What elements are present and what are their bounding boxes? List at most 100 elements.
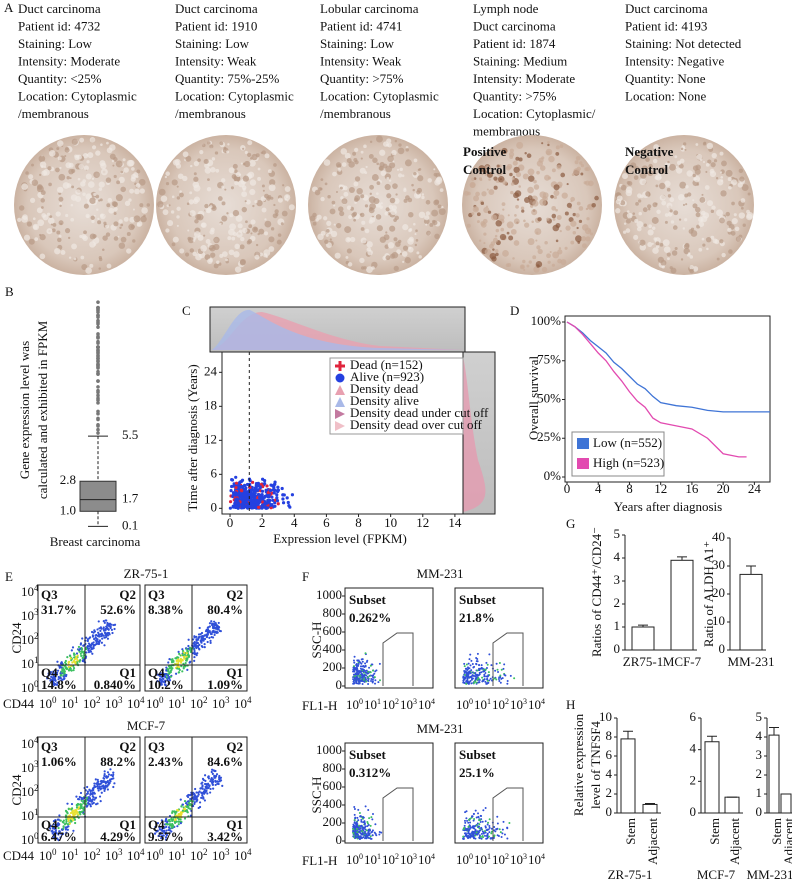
scatter-texture [250, 492, 253, 495]
flow-texture [189, 800, 191, 802]
x-axis-title: Breast carcinoma [50, 534, 141, 549]
scatter-texture [230, 485, 233, 488]
tick-exponent: 4 [541, 852, 545, 861]
tick-label: 104 [127, 847, 145, 863]
tissue-texture [576, 156, 581, 161]
tissue-texture [627, 181, 631, 185]
flow-texture [357, 679, 359, 681]
flow-texture [486, 678, 488, 680]
tick-label: 100 [21, 679, 39, 695]
y-tick-label: 0 [690, 804, 697, 819]
tissue-texture [116, 180, 120, 184]
flow-texture [73, 667, 75, 669]
flow-texture [475, 677, 477, 679]
tissue-texture [120, 187, 126, 193]
tissue-texture [389, 179, 391, 181]
tissue-texture [526, 264, 529, 267]
tissue-texture [615, 208, 620, 213]
tissue-texture [701, 194, 703, 196]
tissue-texture [116, 194, 123, 201]
tissue-texture [684, 218, 687, 221]
scatter-texture [244, 491, 247, 494]
flow-texture [188, 639, 190, 641]
tissue-texture [434, 234, 439, 239]
scatter-texture [252, 503, 255, 506]
tick-label: 104 [234, 695, 252, 711]
flow-texture [481, 668, 483, 670]
flow-texture [180, 660, 182, 662]
flow-texture [212, 784, 214, 786]
tissue-texture [72, 139, 78, 145]
tissue-texture [731, 202, 735, 206]
tissue-texture [538, 249, 543, 254]
y-tick-label: 2 [690, 772, 697, 787]
flow-texture [64, 823, 66, 825]
tissue-texture [535, 240, 537, 242]
flow-texture [193, 660, 195, 662]
tissue-texture [516, 142, 523, 149]
flow-texture [478, 830, 480, 832]
tissue-texture [134, 215, 141, 222]
tissue-texture [89, 241, 95, 247]
flow-texture [98, 633, 100, 635]
tissue-texture [495, 249, 499, 253]
tissue-texture [165, 171, 170, 176]
tissue-texture [633, 235, 638, 240]
error-bar [746, 566, 756, 574]
flow-texture [361, 658, 363, 660]
tissue-texture [539, 199, 546, 206]
y-tick-label: 3 [756, 747, 763, 762]
flow-texture [90, 805, 92, 807]
flow-texture [218, 622, 220, 624]
tissue-texture [89, 197, 96, 204]
tissue-texture [638, 212, 642, 216]
tissue-texture [483, 242, 485, 244]
flow-texture [182, 810, 184, 812]
tissue-texture [480, 178, 483, 181]
tissue-texture [656, 245, 659, 248]
tissue-texture [190, 248, 194, 252]
flow-texture [177, 658, 179, 660]
flow-texture [478, 816, 480, 818]
tissue-texture [86, 215, 89, 218]
flow-texture [177, 661, 179, 663]
x-axis-title: CD44 [3, 696, 35, 711]
flow-texture [198, 807, 200, 809]
tissue-texture [95, 200, 98, 203]
case-text: Location: None [625, 88, 706, 103]
tissue-texture [200, 245, 207, 252]
flow-texture [193, 650, 195, 652]
tissue-texture [21, 183, 28, 190]
tissue-texture [278, 233, 282, 237]
tick-exponent: 1 [181, 847, 186, 857]
flow-texture [88, 645, 90, 647]
flow-texture [214, 624, 216, 626]
flow-texture [466, 835, 468, 837]
flow-texture [480, 671, 482, 673]
flow-texture [103, 636, 105, 638]
tissue-texture [536, 264, 539, 267]
tissue-texture [119, 227, 121, 229]
flow-texture [59, 666, 61, 668]
tissue-texture [541, 142, 543, 144]
scatter-texture [275, 493, 278, 496]
flow-texture [90, 799, 92, 801]
tissue-texture [711, 162, 716, 167]
panel-label: E [5, 569, 13, 584]
flow-texture [193, 635, 195, 637]
tissue-texture [238, 180, 245, 187]
quadrant-value: 10.2% [148, 677, 184, 692]
tissue-texture [86, 160, 89, 163]
quadrant-value: 84.6% [207, 754, 243, 769]
tissue-texture [523, 173, 529, 179]
tick-exponent: 0 [469, 852, 473, 861]
tissue-texture [157, 201, 163, 207]
tick-label: 104 [127, 695, 145, 711]
outlier [96, 340, 100, 344]
tissue-texture [112, 201, 117, 206]
scatter-texture [248, 486, 251, 489]
tissue-texture [570, 221, 576, 227]
gate-percent: 21.8% [459, 610, 495, 625]
tissue-texture [547, 141, 550, 144]
tissue-texture [257, 233, 259, 235]
